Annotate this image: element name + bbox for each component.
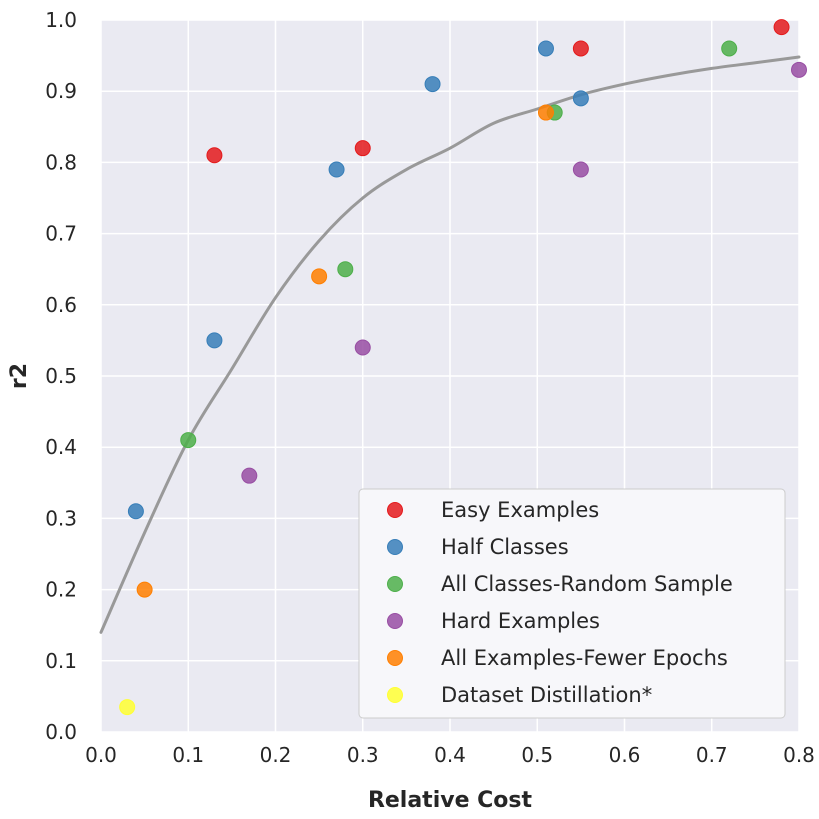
data-point [791,61,807,78]
data-point [424,76,441,93]
x-tick-label: 0.3 [347,743,379,767]
x-tick-label: 0.0 [85,743,117,767]
fit-curve-layer [99,55,801,634]
data-point [572,40,589,57]
legend-label: Easy Examples [441,498,599,522]
series-group [119,699,136,716]
data-point [119,699,136,716]
data-points-layer [119,19,807,716]
data-point [537,104,554,121]
x-tick-labels: 0.0 0.1 0.2 0.3 0.4 0.5 0.6 0.7 0.8 [85,743,815,767]
legend-label: All Classes-Random Sample [441,572,733,596]
y-tick-label: 0.3 [45,506,77,530]
data-point [206,332,223,349]
y-tick-label: 1.0 [45,8,77,32]
data-point [354,339,371,356]
legend-marker [387,687,403,703]
legend-box [358,488,786,719]
x-tick-label: 0.4 [434,743,466,767]
data-point [180,432,197,449]
legend-label: Half Classes [441,535,569,559]
y-axis-title: r2 [7,363,32,389]
series-group [206,19,790,164]
data-point [136,581,153,598]
y-tick-label: 0.5 [45,364,77,388]
legend-marker [387,539,403,555]
series-group [127,40,589,520]
legend-label: Hard Examples [441,609,600,633]
x-tick-label: 0.5 [521,743,553,767]
legend-marker [387,650,403,666]
data-point [206,147,223,164]
data-point [572,161,589,178]
y-tick-label: 0.2 [45,578,77,602]
legend: Easy Examples Half Classes All Classes-Ran… [358,488,786,719]
y-tick-label: 0.8 [45,150,77,174]
legend-marker [387,576,403,592]
data-point [337,261,354,278]
y-tick-label: 0.4 [45,435,77,459]
y-tick-label: 0.1 [45,649,77,673]
x-tick-label: 0.2 [260,743,292,767]
x-tick-label: 0.6 [609,743,641,767]
x-tick-label: 0.8 [783,743,815,767]
y-tick-labels: 0.0 0.1 0.2 0.3 0.4 0.5 0.6 0.7 0.8 0.9 1.0 [45,8,77,744]
series-group [136,104,554,598]
data-point [354,140,371,157]
data-point [721,40,738,57]
fit-curve [99,55,801,634]
data-point [328,161,345,178]
legend-label: All Examples-Fewer Epochs [441,646,728,670]
y-tick-label: 0.0 [45,720,77,744]
data-point [241,467,258,484]
data-point [773,19,790,36]
data-point [572,90,589,107]
legend-marker [387,613,403,629]
legend-label: Dataset Distillation* [441,683,652,707]
y-tick-label: 0.6 [45,293,77,317]
y-tick-label: 0.9 [45,79,77,103]
data-point [127,503,144,520]
x-tick-label: 0.7 [696,743,728,767]
y-tick-label: 0.7 [45,222,77,246]
data-point [537,40,554,57]
x-axis-title: Relative Cost [368,788,533,813]
x-tick-label: 0.1 [172,743,204,767]
series-group [241,61,807,484]
legend-marker [387,502,403,518]
data-point [311,268,328,285]
